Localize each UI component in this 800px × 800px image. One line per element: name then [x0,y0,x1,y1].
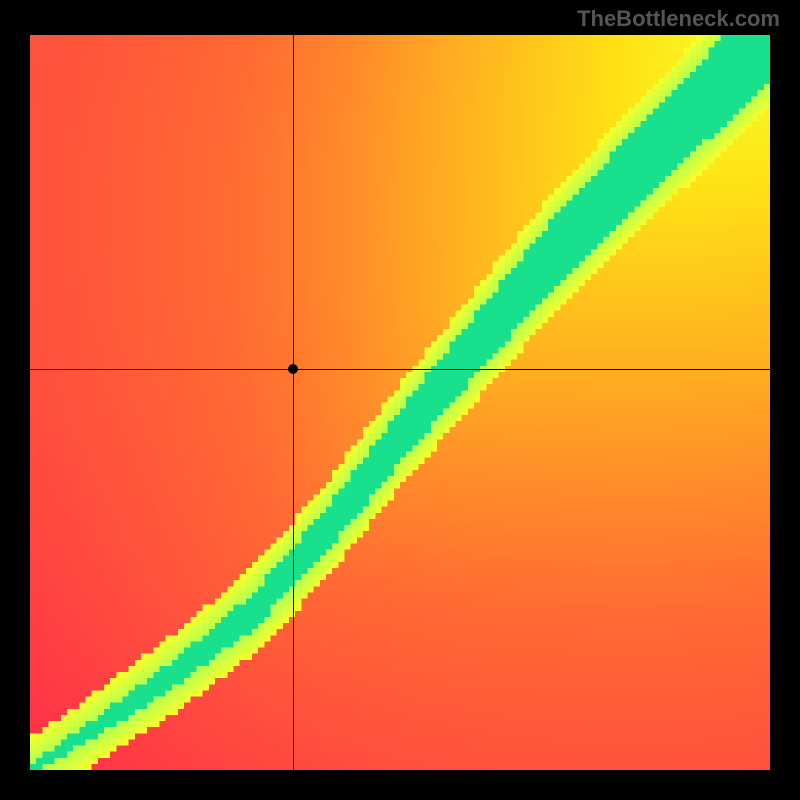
watermark-text: TheBottleneck.com [577,6,780,32]
figure-frame: TheBottleneck.com [0,0,800,800]
crosshair-marker [288,364,298,374]
crosshair-horizontal [30,369,770,370]
crosshair-vertical [293,35,294,770]
heatmap-canvas [30,35,770,770]
heatmap-plot [30,35,770,770]
